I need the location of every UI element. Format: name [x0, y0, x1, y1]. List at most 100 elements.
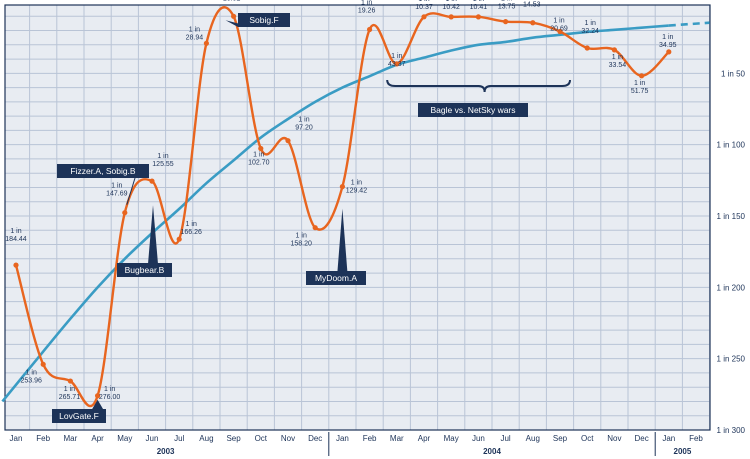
fizzer-callout-label: Fizzer.A, Sobig.B	[70, 166, 136, 176]
data-label: 1 in 19.26	[358, 0, 376, 14]
mydoom-pointer	[337, 208, 348, 272]
lovgate-pointer	[91, 399, 104, 410]
fizzer-callout-box	[57, 164, 149, 178]
y-tick-label: 1 in 100	[717, 141, 746, 150]
trend-projection	[668, 21, 710, 27]
data-label: 1 in13.75	[498, 0, 516, 11]
y-tick-label: 1 in 50	[721, 69, 746, 78]
data-label: 1 in 253.96	[20, 369, 42, 384]
lovgate-callout-box	[52, 409, 106, 423]
data-point	[339, 184, 345, 190]
data-point	[176, 236, 182, 242]
data-point	[611, 47, 618, 53]
x-tick-label: Dec	[308, 434, 322, 443]
data-point	[149, 178, 155, 184]
x-tick-label: Sep	[226, 434, 241, 443]
data-label: 1 in 166.26	[180, 221, 202, 236]
sobigf-callout-box	[238, 13, 290, 27]
year-label: 2004	[483, 447, 501, 456]
y-axis: 1 in 50 1 in 100 1 in 150 1 in 200 1 in 250 1…	[717, 69, 746, 435]
data-point	[557, 28, 563, 35]
x-tick-label: Feb	[363, 434, 377, 443]
x-tick-label: Oct	[255, 434, 268, 443]
data-label: 1 in 147.69	[106, 183, 128, 198]
data-point	[584, 45, 590, 51]
data-label: 1 in 20.69	[550, 18, 568, 33]
data-point	[394, 61, 400, 67]
monthly-series	[13, 6, 672, 408]
x-tick-label: Apr	[91, 434, 104, 443]
data-point	[67, 378, 73, 384]
data-labels: 1 in 184.44 1 in 253.96 1 in 265.71 1 in 276.00…	[5, 0, 676, 401]
y-tick-label: 1 in 300	[717, 426, 746, 435]
lovgate-callout-label: LovGate.F	[59, 411, 99, 421]
data-point	[95, 393, 101, 399]
y-tick-label: 1 in 200	[717, 283, 746, 292]
x-tick-label: May	[117, 434, 132, 443]
trend-line	[1, 24, 669, 403]
data-point	[475, 14, 481, 20]
sobigf-callout-label: Sobig.F	[249, 15, 278, 25]
data-point	[367, 26, 373, 33]
data-point	[312, 225, 318, 231]
x-tick-label: Apr	[418, 434, 431, 443]
year-label: 2003	[157, 447, 175, 456]
data-point	[421, 14, 427, 20]
data-point	[530, 20, 536, 26]
plot-frame	[4, 4, 711, 431]
x-tick-label: Mar	[64, 434, 78, 443]
x-tick-label: Sep	[553, 434, 568, 443]
x-tick-label: May	[444, 434, 459, 443]
sobigf-pointer	[225, 20, 252, 27]
year-label: 2005	[674, 447, 692, 456]
x-axis: Jan Feb Mar Apr May Jun Jul Aug Sep Oct Nov Dec Jan F…	[10, 432, 703, 456]
data-label: 1 in 184.44	[5, 228, 27, 243]
data-point	[285, 138, 291, 144]
data-point	[203, 40, 209, 46]
bagle-bracket	[386, 79, 571, 93]
y-tick-label: 1 in 250	[717, 355, 746, 364]
x-tick-label: Oct	[581, 434, 594, 443]
data-point	[231, 13, 237, 19]
data-label: 1 in 51.75	[631, 80, 649, 95]
x-tick-label: Jan	[662, 434, 675, 443]
data-label: 1 in 129.42	[346, 180, 368, 195]
data-label: 1 in 97.20	[295, 117, 313, 132]
x-tick-label: Mar	[390, 434, 404, 443]
data-label: 1 in 265.71	[59, 386, 81, 401]
data-point	[639, 73, 645, 79]
data-point	[122, 210, 128, 216]
data-point	[503, 19, 509, 25]
data-label: 1 in 102.70	[248, 152, 270, 167]
x-tick-label: Feb	[36, 434, 50, 443]
data-point	[13, 262, 19, 268]
x-tick-label: Jul	[500, 434, 510, 443]
x-tick-label: Jan	[336, 434, 349, 443]
data-label: 1 in 276.00	[99, 386, 121, 401]
data-label: 1 in 34.95	[659, 34, 677, 49]
bugbear-callout-box	[117, 263, 172, 277]
data-label: 1 in 33.54	[609, 54, 627, 69]
y-tick-label: 1 in 150	[717, 212, 746, 221]
data-point	[40, 361, 46, 367]
bugbear-callout-label: Bugbear.B	[125, 265, 165, 275]
data-point	[448, 14, 454, 20]
x-tick-label: Jan	[10, 434, 23, 443]
x-tick-label: Aug	[526, 434, 540, 443]
data-label: 1 in 158.20	[290, 233, 312, 248]
x-tick-label: Jun	[146, 434, 159, 443]
data-point	[258, 145, 264, 152]
x-tick-label: Jun	[472, 434, 485, 443]
annotations: LovGate.F Fizzer.A, Sobig.B Bugbear.B Sobig…	[52, 13, 571, 423]
data-label: 1 in 43.37	[388, 53, 406, 68]
x-tick-label: Nov	[281, 434, 295, 443]
x-tick-label: Dec	[634, 434, 648, 443]
bagle-callout-label: Bagle vs. NetSky wars	[430, 105, 515, 115]
x-tick-label: Nov	[607, 434, 621, 443]
